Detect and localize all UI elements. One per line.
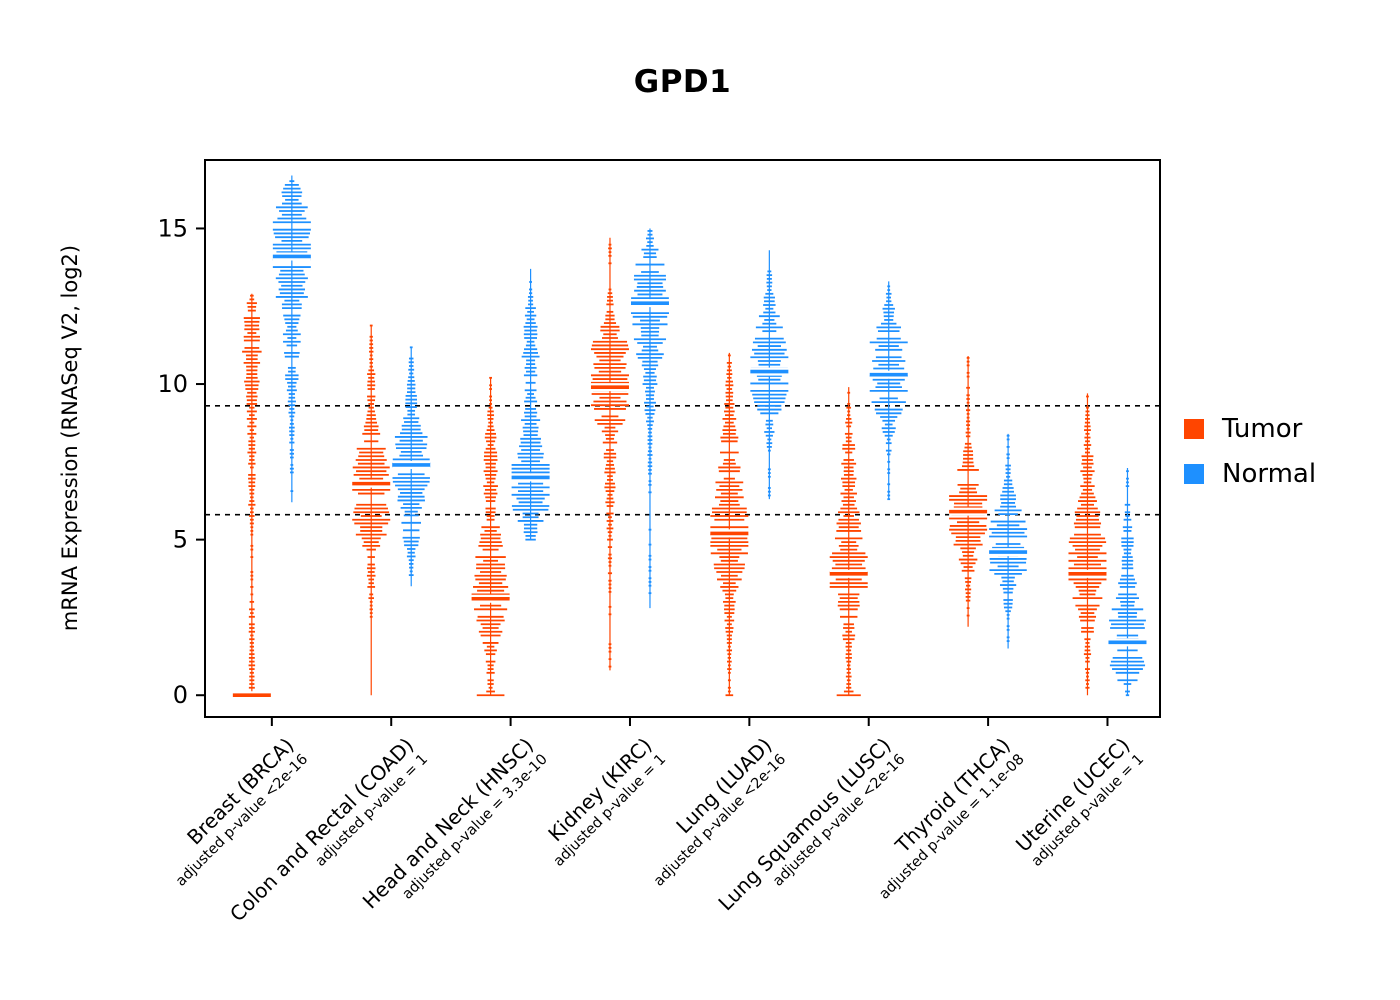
bean-tumor-LUAD [710,352,749,697]
legend-label-tumor: Tumor [1222,414,1303,444]
bean-normal-LUAD [750,250,789,500]
legend-item-normal: Normal [1184,459,1316,489]
bean-tumor-LUSC [829,387,868,697]
y-tick-label: 10 [157,370,188,398]
bean-normal-HNSC [511,268,550,541]
normal-swatch-icon [1184,464,1204,484]
bean-tumor-THCA [949,356,988,627]
legend-item-tumor: Tumor [1184,414,1316,444]
bean-normal-COAD [392,346,431,587]
bean-normal-KIRC [630,228,669,609]
bean-normal-THCA [989,433,1028,649]
bean-normal-BRCA [272,175,311,503]
legend: Tumor Normal [1184,414,1316,504]
bean-normal-LUSC [869,281,908,501]
legend-label-normal: Normal [1222,459,1317,489]
bean-tumor-BRCA [232,293,271,700]
bean-normal-UCEC [1108,468,1147,697]
chart-title: GPD1 [633,64,732,100]
plot-border [204,159,1161,718]
bean-tumor-UCEC [1068,393,1107,696]
tumor-swatch-icon [1184,419,1204,439]
bean-tumor-COAD [352,324,391,696]
bean-tumor-KIRC [590,237,629,671]
y-tick-label: 15 [157,214,188,242]
bean-tumor-HNSC [471,376,510,697]
y-tick-label: 5 [173,526,188,554]
y-tick-label: 0 [173,681,188,709]
